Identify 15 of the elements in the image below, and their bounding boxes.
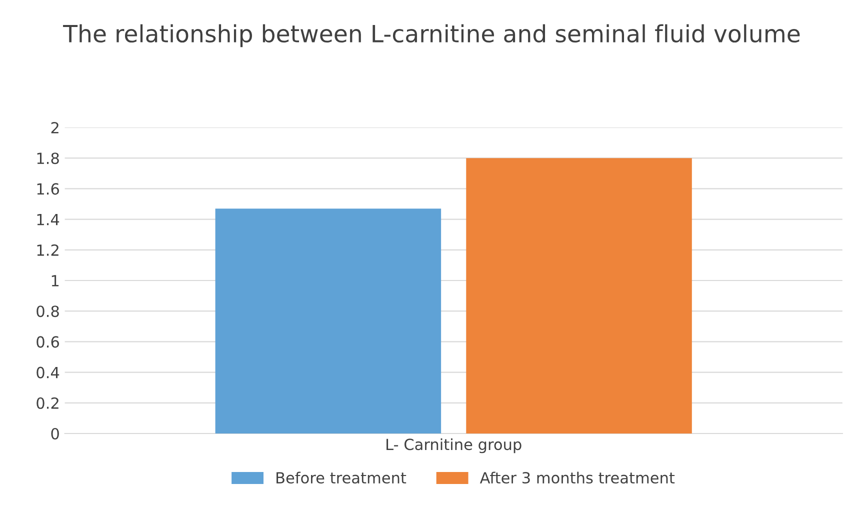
y-tick-label: 0.4	[36, 366, 60, 378]
legend-label: Before treatment	[276, 472, 406, 484]
y-tick-label: 1.2	[37, 244, 58, 256]
y-tick-label: 1.4	[37, 214, 60, 226]
y-tick-label: 0.2	[36, 397, 58, 409]
y-tick-label: 0.8	[36, 306, 59, 318]
x-tick-label: L- Carnitine group	[386, 438, 522, 454]
y-tick-label: 2	[51, 122, 58, 134]
y-tick-label: 1.8	[37, 152, 59, 164]
y-tick-label: 1.6	[37, 183, 59, 195]
y-tick-label: 0	[51, 428, 59, 440]
y-tick-label: 1	[52, 275, 59, 286]
chart-title: The relationship between L-carnitine and seminal fluid volume	[63, 24, 800, 48]
legend-label: After 3 months treatment	[480, 472, 675, 484]
y-tick-label: 0.6	[36, 336, 59, 348]
